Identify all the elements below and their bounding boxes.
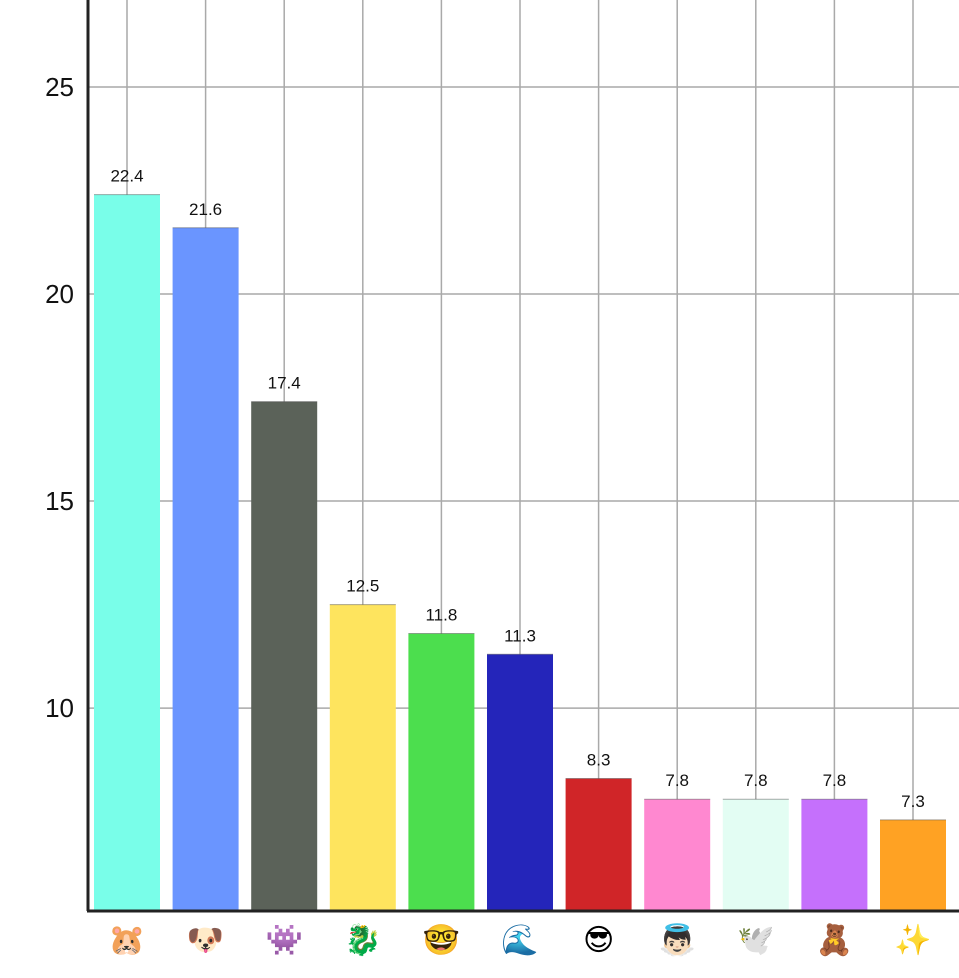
bar-value-label: 17.4 [268,374,301,393]
labels: 10 15 20 25 22.4 🐹 21.6 🐶 17.4 👾 12.5 🐉 11.8 🤓 11.3 🌊 8.… [45,72,932,958]
bar-value-label: 11.3 [504,626,536,645]
bar-value-label: 8.3 [587,750,611,769]
y-tick-label: 15 [45,486,74,516]
y-tick-label: 10 [45,693,74,723]
bar [172,227,239,911]
bar-value-label: 21.6 [189,200,222,219]
axes [86,0,959,913]
x-category-label: 🧸 [816,922,853,958]
bar-value-label: 7.8 [823,771,847,790]
x-category-label: 👾 [266,923,303,958]
bar-value-label: 7.8 [665,771,689,790]
bar [644,799,711,911]
bar-value-label: 22.4 [110,167,143,186]
x-category-label: 🐉 [344,922,381,958]
bar [251,401,318,911]
bar-value-label: 7.3 [901,792,925,811]
bar [801,799,868,911]
bars [94,194,946,911]
bar [880,819,946,911]
x-category-label: 👼🏻 [659,922,696,958]
bar [722,799,789,911]
x-category-label: 🌊 [501,922,538,958]
bar [94,194,160,911]
x-category-label: 🤓 [423,923,460,958]
x-category-label: 🐶 [187,923,224,958]
x-category-label: 🐹 [108,923,145,958]
bar [487,654,553,911]
bar-value-label: 11.8 [425,606,457,625]
x-category-label: 🕊️ [737,923,774,958]
y-tick-label: 20 [45,279,74,309]
y-tick-label: 25 [45,72,74,102]
bar-value-label: 7.8 [744,771,768,790]
bar [329,604,396,911]
bar [408,633,475,911]
x-category-label: 😎 [583,923,614,958]
bar-value-label: 12.5 [346,577,379,596]
x-category-label: ✨ [894,923,931,958]
bar [565,778,632,911]
